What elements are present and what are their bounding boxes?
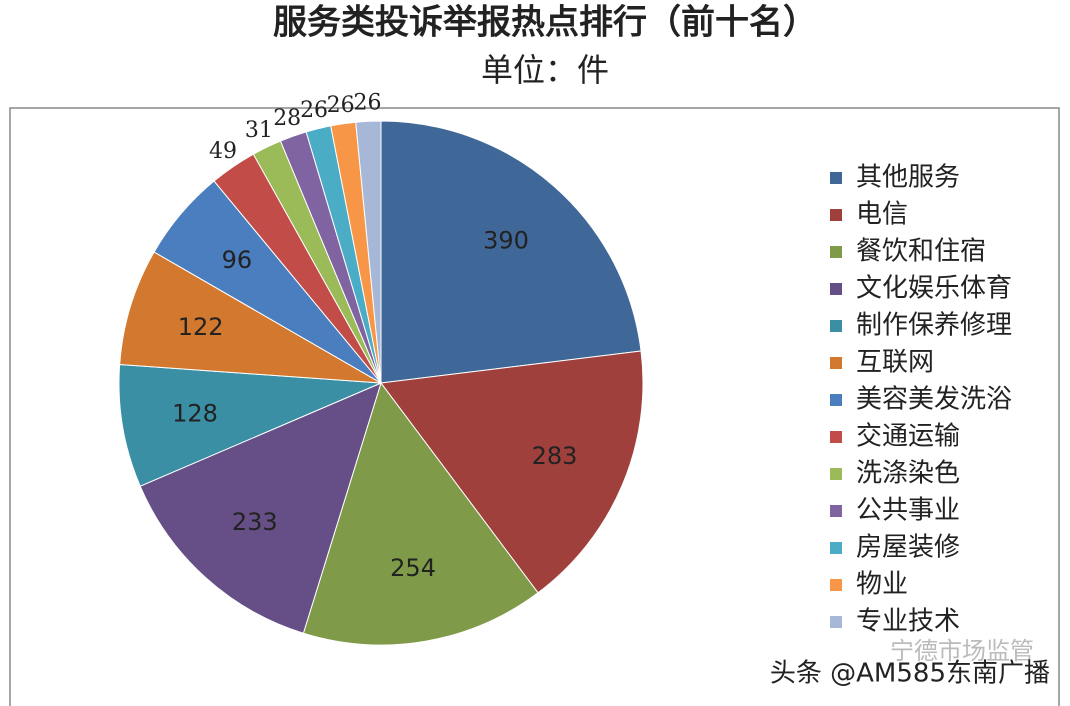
data-label: 26 [300, 98, 328, 123]
legend-swatch [830, 505, 842, 517]
data-label: 233 [232, 508, 278, 536]
pie-slice [355, 120, 382, 384]
data-label: 96 [222, 246, 253, 274]
data-label: 28 [273, 106, 301, 131]
legend-swatch [830, 320, 842, 332]
legend-label: 房屋装修 [856, 533, 960, 563]
legend-swatch [830, 394, 842, 406]
chart-subtitle: 单位：件 [481, 51, 609, 89]
legend-label: 公共事业 [856, 496, 960, 526]
legend-swatch [830, 616, 842, 628]
data-label: 26 [353, 90, 381, 115]
pie-slice [380, 350, 644, 594]
legend-label: 美容美发洗浴 [856, 385, 1012, 415]
data-label: 254 [390, 554, 436, 582]
legend-label: 制作保养修理 [856, 311, 1012, 341]
legend-label: 其他服务 [856, 163, 960, 193]
data-label: 128 [172, 399, 218, 427]
watermark: 头条 @AM585东南广播 [770, 659, 1050, 689]
legend-label: 餐饮和住宿 [856, 237, 986, 267]
pie-slice [119, 251, 382, 384]
legend-label: 互联网 [856, 348, 934, 378]
legend-swatch [830, 357, 842, 369]
legend-swatch [830, 579, 842, 591]
data-label: 49 [209, 139, 237, 164]
data-label: 122 [178, 313, 224, 341]
legend-swatch [830, 468, 842, 480]
chart-title: 服务类投诉举报热点排行（前十名） [273, 3, 817, 43]
legend-swatch [830, 209, 842, 221]
data-label: 390 [483, 227, 529, 255]
data-label: 26 [327, 93, 355, 118]
legend-swatch [830, 283, 842, 295]
pie-slice [118, 363, 382, 487]
legend-label: 交通运输 [856, 422, 960, 452]
legend-swatch [830, 431, 842, 443]
legend-swatch [830, 542, 842, 554]
legend-swatch [830, 246, 842, 258]
pie-slice [380, 120, 642, 384]
pie-slice [139, 382, 382, 634]
watermark: 宁德市场监管 [890, 637, 1034, 665]
plot-frame [9, 107, 1060, 706]
legend-label: 文化娱乐体育 [856, 274, 1012, 304]
data-label: 283 [532, 442, 578, 470]
legend-swatch [830, 172, 842, 184]
pie-slice [302, 381, 539, 646]
legend-label: 专业技术 [856, 607, 960, 637]
legend-label: 电信 [856, 200, 908, 230]
legend-label: 洗涤染色 [856, 459, 960, 489]
data-label: 31 [245, 118, 273, 143]
legend-label: 物业 [856, 570, 908, 600]
